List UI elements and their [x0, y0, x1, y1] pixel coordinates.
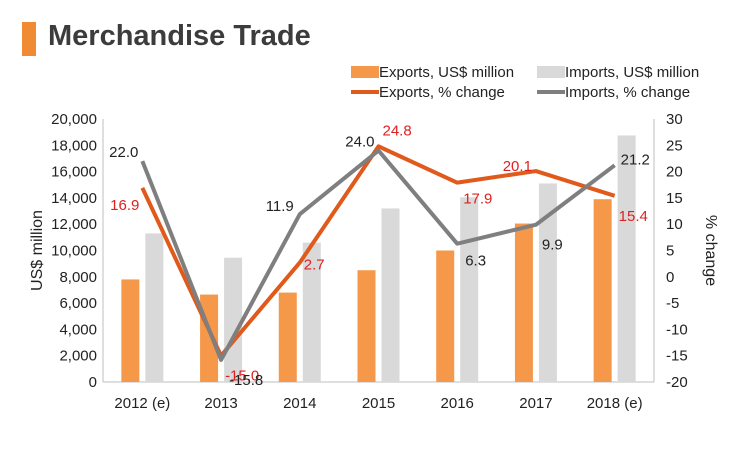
imports-change-label: 22.0: [109, 144, 138, 161]
y-axis-title: US$ million: [29, 210, 46, 291]
imports-change-label: 6.3: [465, 253, 486, 270]
y2-tick-label: 5: [666, 243, 674, 260]
y2-tick-label: 0: [666, 269, 674, 286]
bar-imports: [460, 197, 479, 382]
bar-exports: [278, 292, 297, 382]
chart-title: Merchandise Trade: [48, 20, 311, 52]
y-tick-label: 12,000: [51, 216, 97, 233]
title-accent-bar: [22, 22, 36, 56]
bar-exports: [436, 250, 455, 382]
y2-axis-title: % change: [702, 215, 719, 286]
exports-change-label: 24.8: [383, 122, 412, 139]
legend-label: Imports, % change: [565, 84, 690, 101]
exports-change-label: 2.7: [304, 257, 325, 274]
bar-imports: [145, 233, 164, 382]
legend-swatch: [351, 66, 379, 78]
exports-change-label: -15.0: [225, 368, 259, 385]
y2-tick-label: 20: [666, 164, 683, 181]
bar-exports: [357, 270, 376, 382]
y-tick-label: 20,000: [51, 111, 97, 128]
y2-tick-label: -20: [666, 374, 688, 391]
y-tick-label: 18,000: [51, 137, 97, 154]
exports-change-label: 16.9: [110, 197, 139, 214]
exports-change-label: 17.9: [463, 191, 492, 208]
bar-exports: [514, 223, 533, 382]
legend-swatch: [537, 66, 565, 78]
y2-tick-label: 10: [666, 216, 683, 233]
imports-change-label: -15.8: [229, 372, 263, 389]
imports-change-label: 21.2: [621, 151, 650, 168]
bar-imports: [538, 183, 557, 382]
y2-tick-label: -5: [666, 295, 679, 312]
exports-change-label: 20.1: [503, 158, 532, 175]
x-tick-label: 2014: [283, 395, 316, 412]
bar-imports: [381, 208, 400, 382]
y-tick-label: 2,000: [59, 348, 97, 365]
y2-tick-label: 15: [666, 190, 683, 207]
legend-label: Exports, % change: [379, 84, 505, 101]
imports-change-label: 11.9: [266, 198, 294, 215]
imports-change-line: [140, 148, 616, 362]
y-tick-label: 10,000: [51, 243, 97, 260]
y2-tick-label: -15: [666, 348, 688, 365]
y-tick-label: 6,000: [59, 295, 97, 312]
x-tick-label: 2015: [362, 395, 395, 412]
legend-label: Imports, US$ million: [565, 64, 699, 81]
bar-exports: [200, 294, 219, 382]
bar-imports: [224, 257, 243, 382]
x-tick-label: 2016: [441, 395, 474, 412]
x-tick-label: 2013: [204, 395, 237, 412]
x-tick-label: 2018 (e): [587, 395, 643, 412]
bar-exports: [121, 279, 140, 382]
y2-tick-label: 30: [666, 111, 683, 128]
y-tick-label: 14,000: [51, 190, 97, 207]
y2-tick-label: -10: [666, 321, 688, 338]
bar-imports: [302, 242, 321, 382]
y-tick-label: 16,000: [51, 164, 97, 181]
x-tick-label: 2012 (e): [114, 395, 170, 412]
x-tick-label: 2017: [519, 395, 552, 412]
bar-exports: [593, 199, 612, 382]
y-tick-label: 8,000: [59, 269, 97, 286]
y2-tick-label: 25: [666, 137, 683, 154]
imports-change-label: 9.9: [542, 237, 563, 254]
imports-change-label: 24.0: [345, 134, 374, 151]
exports-change-label: 15.4: [619, 208, 648, 225]
y-tick-label: 4,000: [59, 321, 97, 338]
bar-imports: [617, 135, 636, 382]
legend-label: Exports, US$ million: [379, 64, 514, 81]
y-tick-label: 0: [89, 374, 97, 391]
